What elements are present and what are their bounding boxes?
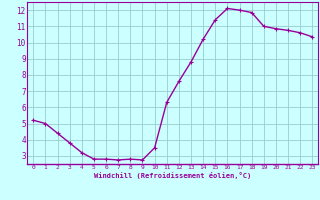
X-axis label: Windchill (Refroidissement éolien,°C): Windchill (Refroidissement éolien,°C) bbox=[94, 172, 252, 179]
